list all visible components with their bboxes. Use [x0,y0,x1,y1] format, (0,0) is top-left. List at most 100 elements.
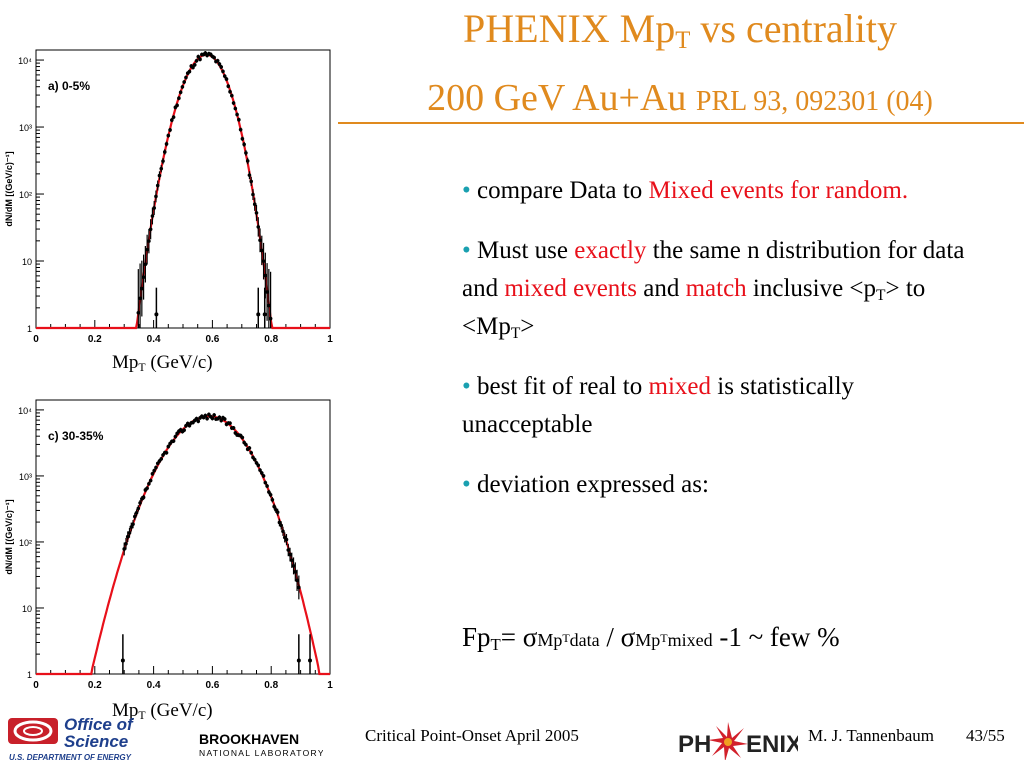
title2-text: 200 GeV Au+Au [427,77,696,119]
data-point [196,419,201,424]
data-point [159,166,164,171]
data-point [289,558,294,563]
y-tick-label: 1 [27,670,32,680]
bullet-dot: • [462,237,471,264]
data-point [177,96,181,101]
data-point [245,159,250,163]
data-point [122,547,126,551]
data-point [262,312,267,317]
x-tick-label: 0.4 [147,680,161,691]
x-tick-label: 0.4 [147,334,161,345]
y-tick-label: 10² [19,190,32,200]
data-point [222,417,227,421]
title-text-a: PHENIX Mp [463,6,676,51]
data-point [247,173,252,177]
svg-text:Science: Science [64,732,128,751]
data-point [125,534,130,539]
data-point [148,227,153,232]
data-point [140,286,144,291]
data-point [261,474,266,478]
y-axis-label: dN/dM [(GeV/c)⁻¹] [4,151,14,226]
data-point [198,57,202,62]
data-point [221,69,225,74]
footer-conference: Critical Point-Onset April 2005 [365,726,579,745]
y-tick-label: 10⁴ [18,56,32,66]
bullet-4: • deviation expressed as: [462,471,709,498]
data-point [152,468,156,473]
data-point [296,658,301,663]
x-tick-label: 1 [327,334,333,345]
data-point [281,529,285,534]
data-point [182,80,186,84]
data-point [191,65,195,70]
data-point [187,69,192,74]
data-point [166,133,171,138]
data-point [164,142,169,146]
bullet-list: • compare Data to Mixed events for rando… [462,172,982,526]
y-axis-label: dN/dM [(GeV/c)⁻¹] [4,499,14,574]
x-tick-label: 0.2 [88,334,102,345]
data-point [275,510,280,515]
data-point [233,106,238,111]
data-point [155,183,160,188]
data-point [259,471,264,475]
title-underline [338,122,1024,124]
x-tick-label: 0.8 [264,680,278,691]
chart-c: 0 0.2 0.4 0.6 0.8 1 1 10 10² 10³ 10⁴ dN/dM [(GeV/c)… [4,399,333,691]
data-point [141,495,146,500]
formula: FpT= σMpTdata / σMpTmixed -1 ~ few % [462,622,840,655]
y-tick-label: 10³ [19,123,32,133]
data-point [258,468,262,472]
data-point [244,151,248,155]
data-point [272,504,276,509]
data-point [145,247,149,252]
data-point [261,259,266,263]
data-point [286,548,291,552]
data-point [129,525,134,529]
data-point [143,262,148,267]
y-tick-label: 1 [27,324,32,334]
data-point [147,239,151,243]
data-point [132,514,137,519]
data-point [152,206,156,210]
data-point [231,426,236,430]
data-point [217,415,222,420]
svg-text:BROOKHAVEN: BROOKHAVEN [199,731,299,747]
x-tick-label: 0 [33,334,39,345]
svg-text:ENIX: ENIX [746,731,798,758]
data-point [254,211,259,215]
y-tick-label: 10⁴ [18,406,32,416]
data-point [154,194,158,199]
data-point [141,275,146,279]
bullet-2: • Must use exactly the same n distributi… [462,237,965,342]
data-point [134,510,139,515]
x-tick-label: 0.6 [205,680,219,691]
data-point [173,434,178,439]
data-point [138,296,142,301]
data-point [217,62,222,66]
data-point [210,416,215,421]
panel-label: c) 30-35% [48,429,104,443]
data-point [171,439,176,443]
data-point [124,541,128,546]
data-point [279,523,283,528]
data-point [268,493,273,497]
data-point [222,74,227,78]
bullet-1: • compare Data to Mixed events for rando… [462,177,909,204]
data-point [268,316,273,321]
doe-office-of-science-logo: Office of Science U.S. DEPARTMENT OF ENE… [6,712,135,764]
data-point [212,55,216,60]
data-point [212,413,216,417]
data-point [145,486,149,491]
data-point [235,112,239,117]
data-point [147,481,151,486]
data-point [127,531,132,535]
data-point [184,75,188,80]
data-point [258,238,262,243]
data-point [252,202,257,207]
reference: PRL 93, 092301 (04) [695,86,933,117]
bullet-dot: • [462,177,471,204]
data-point [215,58,220,63]
plot-panel-c: 0 0.2 0.4 0.6 0.8 1 1 10 10² 10³ 10⁴ dN/dM [(GeV/c)… [0,394,335,696]
data-point [247,446,252,450]
